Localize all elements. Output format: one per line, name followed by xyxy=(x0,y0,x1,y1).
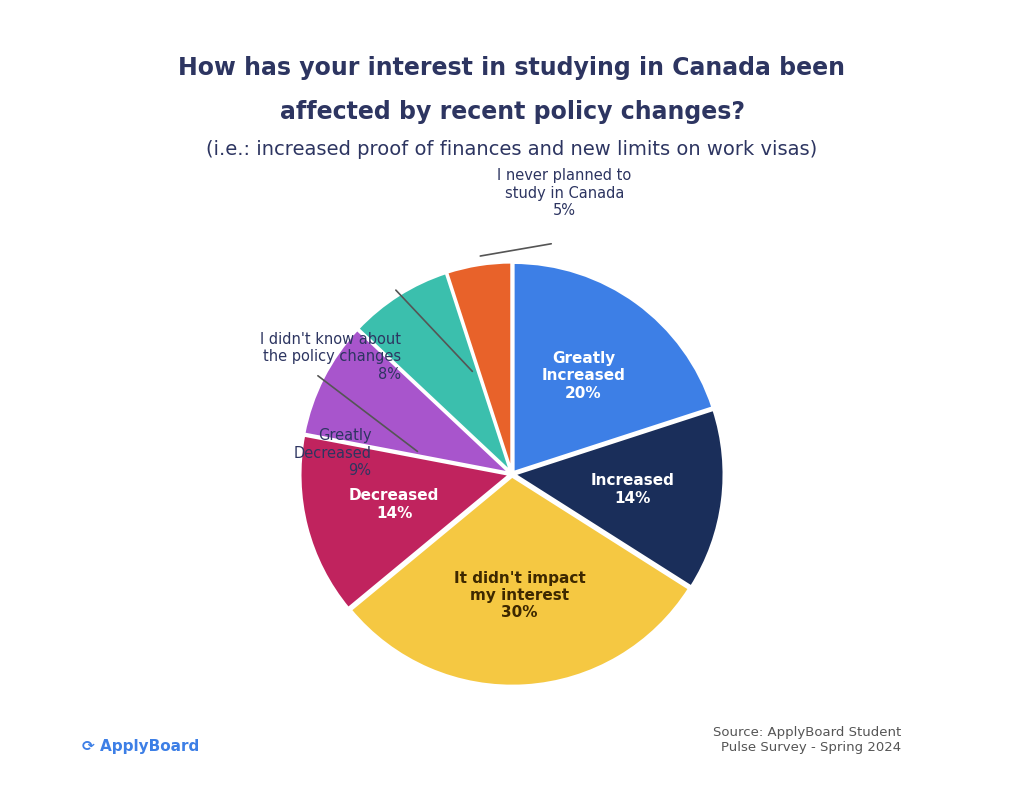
Text: How has your interest in studying in Canada been: How has your interest in studying in Can… xyxy=(178,56,846,80)
Text: Increased
14%: Increased 14% xyxy=(591,473,675,505)
Text: (i.e.: increased proof of finances and new limits on work visas): (i.e.: increased proof of finances and n… xyxy=(207,140,817,160)
Wedge shape xyxy=(300,435,510,609)
Text: Greatly
Increased
20%: Greatly Increased 20% xyxy=(542,350,626,400)
Text: I didn't know about
the policy changes
8%: I didn't know about the policy changes 8… xyxy=(260,332,400,382)
Text: affected by recent policy changes?: affected by recent policy changes? xyxy=(280,100,744,124)
Wedge shape xyxy=(350,476,689,686)
Wedge shape xyxy=(513,262,713,472)
Wedge shape xyxy=(514,410,724,587)
Wedge shape xyxy=(446,262,512,472)
Text: Source: ApplyBoard Student
Pulse Survey - Spring 2024: Source: ApplyBoard Student Pulse Survey … xyxy=(713,726,901,754)
Wedge shape xyxy=(304,330,510,473)
Text: I never planned to
study in Canada
5%: I never planned to study in Canada 5% xyxy=(498,168,632,218)
Text: Decreased
14%: Decreased 14% xyxy=(349,488,439,520)
Text: Greatly
Decreased
9%: Greatly Decreased 9% xyxy=(294,428,372,478)
Text: It didn't impact
my interest
30%: It didn't impact my interest 30% xyxy=(454,571,586,621)
Text: ⟳ ApplyBoard: ⟳ ApplyBoard xyxy=(82,739,200,754)
Wedge shape xyxy=(358,273,511,472)
